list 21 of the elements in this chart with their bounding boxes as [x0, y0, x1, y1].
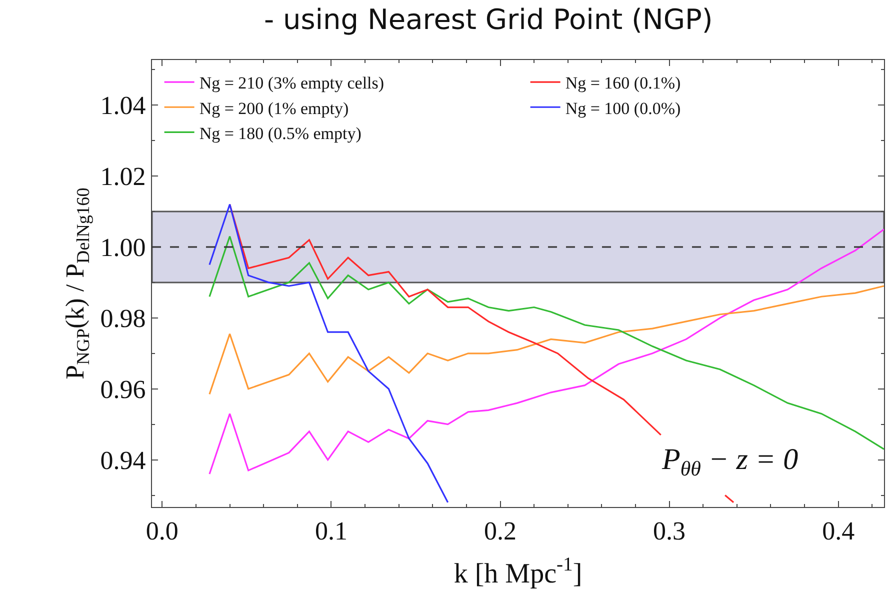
y-tick-label: 0.94	[100, 446, 146, 475]
chart-title: - using Nearest Grid Point (NGP)	[264, 2, 713, 36]
x-tick-label: 0.0	[146, 516, 178, 546]
line-series	[208, 204, 449, 504]
legend-label: Ng = 210 (3% empty cells)	[199, 74, 384, 93]
y-tick-label: 1.04	[100, 91, 146, 120]
x-tick-label: 0.1	[314, 516, 348, 546]
line-series	[208, 285, 884, 395]
annotation: P$_{θθ}$ − z = 0	[661, 443, 798, 480]
x-tick-label: 0.3	[653, 516, 686, 546]
legend-label: Ng = 160 (0.1%)	[565, 74, 681, 93]
x-axis-title: k [h Mpc$^{-1}$]	[454, 554, 582, 590]
y-tick-label: 0.96	[100, 374, 146, 404]
x-tick-label: 0.4	[822, 516, 855, 546]
legend-label: Ng = 180 (0.5% empty)	[199, 124, 362, 143]
legend-label: Ng = 100 (0.0%)	[565, 98, 681, 118]
y-tick-label: 1.02	[100, 162, 146, 192]
x-tick-label: 0.2	[484, 516, 516, 546]
y-tick-label: 0.98	[100, 304, 146, 334]
legend-label: Ng = 200 (1% empty)	[199, 98, 349, 118]
y-tick-label: 1.00	[100, 233, 146, 262]
